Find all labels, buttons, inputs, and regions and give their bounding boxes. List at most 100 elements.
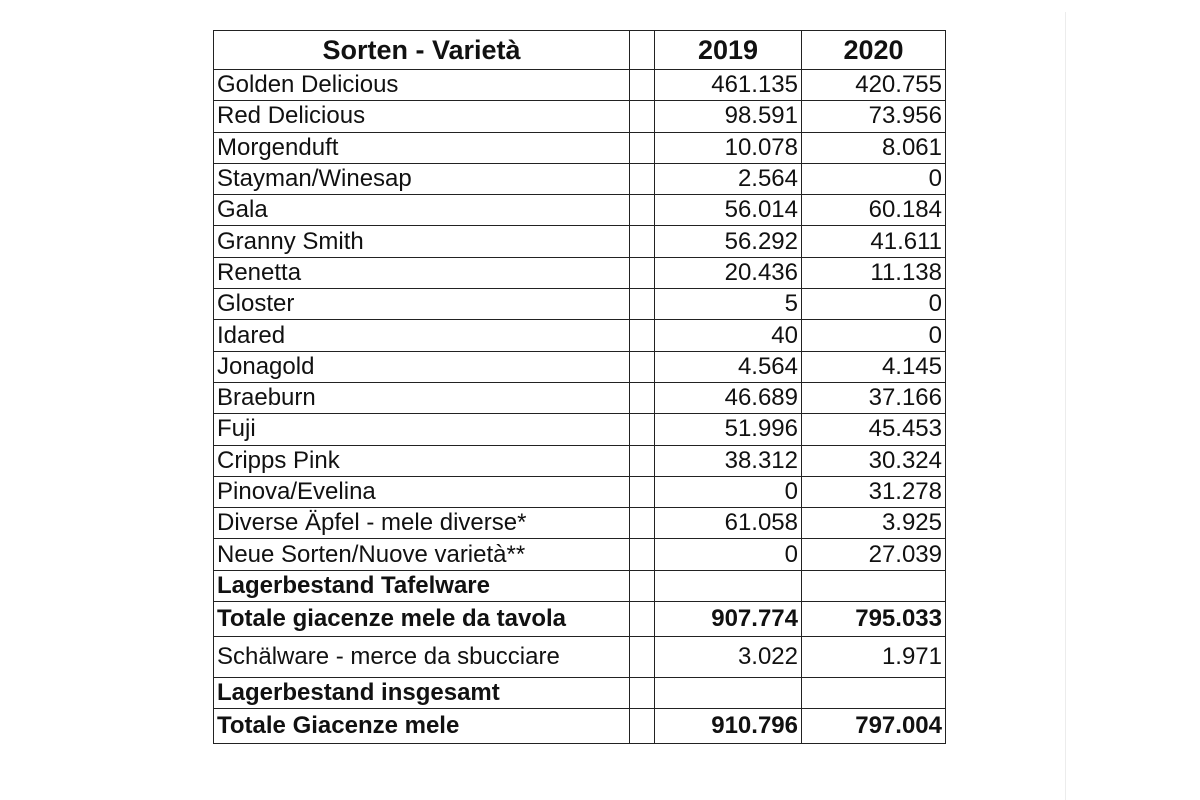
spacer-cell bbox=[629, 100, 655, 133]
value-2019-cell: 56.292 bbox=[654, 225, 802, 258]
variety-cell: Cripps Pink bbox=[213, 444, 630, 477]
value-2020-cell: 8.061 bbox=[801, 131, 946, 164]
value-2020-cell: 795.033 bbox=[801, 601, 946, 638]
spacer-cell bbox=[629, 225, 655, 258]
spacer-cell bbox=[629, 475, 655, 509]
spacer-cell bbox=[629, 68, 655, 102]
table-row: Neue Sorten/Nuove varietà** 0 27.039 bbox=[213, 538, 946, 571]
value-2020-cell: 3.925 bbox=[801, 507, 946, 540]
spacer-cell bbox=[629, 194, 655, 227]
spacer-cell bbox=[629, 131, 655, 164]
value-2020-cell: 30.324 bbox=[801, 444, 946, 477]
table-row: Golden Delicious 461.135 420.755 bbox=[213, 68, 946, 102]
table-row: Totale Giacenze mele 910.796 797.004 bbox=[213, 708, 946, 745]
variety-cell: Granny Smith bbox=[213, 225, 630, 258]
spacer-cell bbox=[629, 507, 655, 540]
value-2020-cell: 60.184 bbox=[801, 194, 946, 227]
value-2019-cell: 907.774 bbox=[654, 601, 802, 638]
variety-cell: Jonagold bbox=[213, 350, 630, 383]
table-row: Jonagold 4.564 4.145 bbox=[213, 350, 946, 383]
variety-cell: Gloster bbox=[213, 288, 630, 321]
header-2020: 2020 bbox=[801, 30, 946, 70]
table-row: Red Delicious 98.591 73.956 bbox=[213, 100, 946, 133]
table-row: Lagerbestand insgesamt bbox=[213, 677, 946, 710]
value-2019-cell bbox=[654, 569, 802, 603]
variety-cell: Pinova/Evelina bbox=[213, 475, 630, 509]
spacer-cell bbox=[629, 708, 655, 745]
value-2019-cell: 20.436 bbox=[654, 256, 802, 290]
spacer-cell bbox=[629, 636, 655, 679]
spacer-cell bbox=[629, 538, 655, 571]
variety-cell: Gala bbox=[213, 194, 630, 227]
value-2020-cell: 797.004 bbox=[801, 708, 946, 745]
value-2019-cell: 40 bbox=[654, 319, 802, 352]
value-2019-cell: 10.078 bbox=[654, 131, 802, 164]
spacer-cell bbox=[629, 413, 655, 446]
value-2019-cell: 3.022 bbox=[654, 636, 802, 679]
value-2020-cell: 37.166 bbox=[801, 381, 946, 415]
value-2020-cell: 11.138 bbox=[801, 256, 946, 290]
spacer-cell bbox=[629, 319, 655, 352]
table-row: Lagerbestand Tafelware bbox=[213, 569, 946, 603]
value-2019-cell: 51.996 bbox=[654, 413, 802, 446]
spacer-cell bbox=[629, 350, 655, 383]
value-2020-cell: 41.611 bbox=[801, 225, 946, 258]
variety-cell: Neue Sorten/Nuove varietà** bbox=[213, 538, 630, 571]
page-edge-divider bbox=[1065, 12, 1066, 800]
value-2019-cell: 46.689 bbox=[654, 381, 802, 415]
spacer-cell bbox=[629, 601, 655, 638]
value-2019-cell bbox=[654, 677, 802, 710]
spacer-cell bbox=[629, 288, 655, 321]
table-row: Idared 40 0 bbox=[213, 319, 946, 352]
value-2020-cell: 27.039 bbox=[801, 538, 946, 571]
value-2019-cell: 38.312 bbox=[654, 444, 802, 477]
variety-cell: Fuji bbox=[213, 413, 630, 446]
variety-cell: Schälware - merce da sbucciare bbox=[213, 636, 630, 679]
table-row: Pinova/Evelina 0 31.278 bbox=[213, 475, 946, 509]
spacer-cell bbox=[629, 162, 655, 196]
variety-cell: Braeburn bbox=[213, 381, 630, 415]
variety-cell: Totale Giacenze mele bbox=[213, 708, 630, 745]
value-2020-cell: 4.145 bbox=[801, 350, 946, 383]
variety-cell: Red Delicious bbox=[213, 100, 630, 133]
header-2019: 2019 bbox=[654, 30, 802, 70]
value-2020-cell: 0 bbox=[801, 319, 946, 352]
spacer-cell bbox=[629, 677, 655, 710]
table-row: Stayman/Winesap 2.564 0 bbox=[213, 162, 946, 196]
variety-cell: Lagerbestand insgesamt bbox=[213, 677, 630, 710]
variety-cell: Morgenduft bbox=[213, 131, 630, 164]
variety-cell: Stayman/Winesap bbox=[213, 162, 630, 196]
table-row: Gloster 5 0 bbox=[213, 288, 946, 321]
value-2019-cell: 2.564 bbox=[654, 162, 802, 196]
table-row: Granny Smith 56.292 41.611 bbox=[213, 225, 946, 258]
value-2020-cell bbox=[801, 569, 946, 603]
table-row: Renetta 20.436 11.138 bbox=[213, 256, 946, 290]
value-2019-cell: 0 bbox=[654, 538, 802, 571]
table-row: Cripps Pink 38.312 30.324 bbox=[213, 444, 946, 477]
variety-cell: Renetta bbox=[213, 256, 630, 290]
variety-cell: Lagerbestand Tafelware bbox=[213, 569, 630, 603]
spacer-cell bbox=[629, 569, 655, 603]
table-row: Morgenduft 10.078 8.061 bbox=[213, 131, 946, 164]
table-row: Fuji 51.996 45.453 bbox=[213, 413, 946, 446]
apple-stock-table: Sorten - Varietà 2019 2020 Golden Delici… bbox=[213, 30, 946, 745]
variety-cell: Idared bbox=[213, 319, 630, 352]
table-row: Braeburn 46.689 37.166 bbox=[213, 381, 946, 415]
value-2019-cell: 61.058 bbox=[654, 507, 802, 540]
value-2019-cell: 98.591 bbox=[654, 100, 802, 133]
table-row: Gala 56.014 60.184 bbox=[213, 194, 946, 227]
header-variety: Sorten - Varietà bbox=[213, 30, 630, 70]
variety-cell: Totale giacenze mele da tavola bbox=[213, 601, 630, 638]
value-2019-cell: 461.135 bbox=[654, 68, 802, 102]
value-2020-cell: 0 bbox=[801, 288, 946, 321]
variety-cell: Diverse Äpfel - mele diverse* bbox=[213, 507, 630, 540]
value-2020-cell: 45.453 bbox=[801, 413, 946, 446]
header-row: Sorten - Varietà 2019 2020 bbox=[213, 30, 946, 70]
value-2020-cell: 31.278 bbox=[801, 475, 946, 509]
value-2020-cell: 73.956 bbox=[801, 100, 946, 133]
value-2019-cell: 4.564 bbox=[654, 350, 802, 383]
spacer-cell bbox=[629, 256, 655, 290]
variety-cell: Golden Delicious bbox=[213, 68, 630, 102]
table-row: Totale giacenze mele da tavola 907.774 795… bbox=[213, 601, 946, 638]
header-empty bbox=[629, 30, 655, 70]
